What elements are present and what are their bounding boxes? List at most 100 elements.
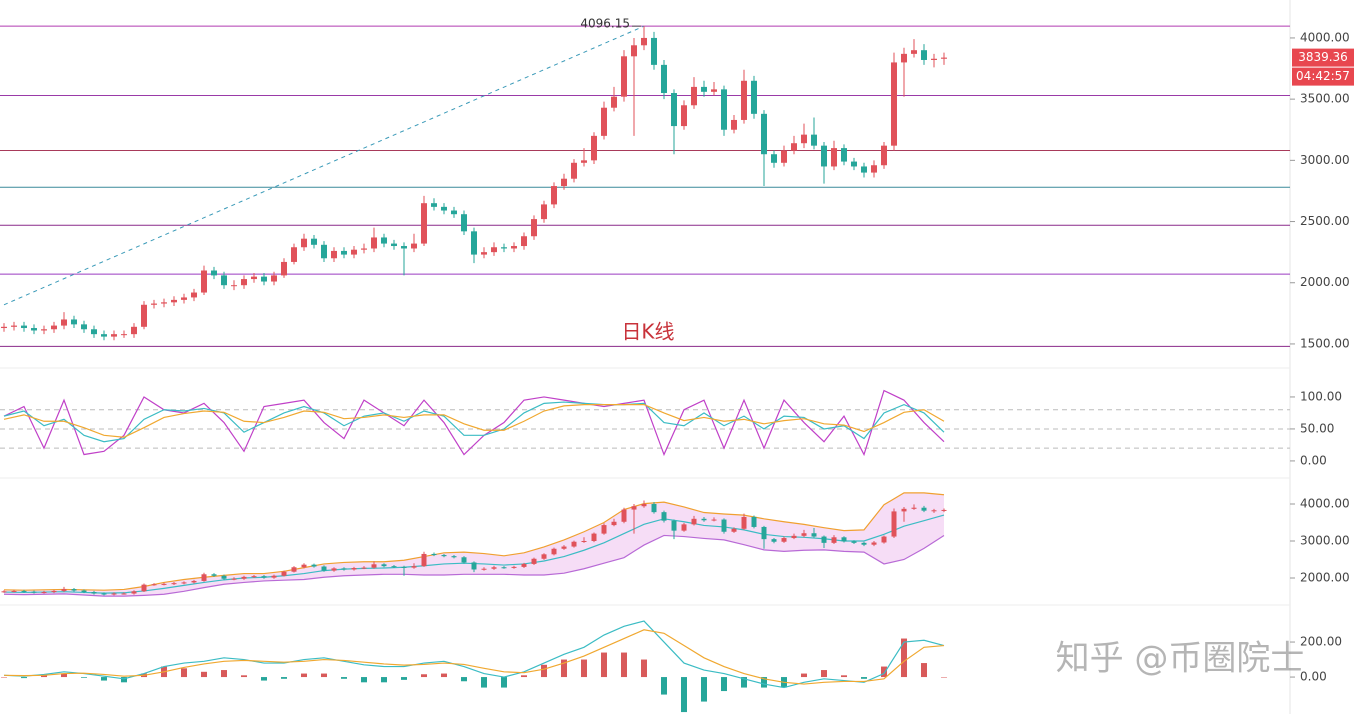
candle-body: [671, 520, 677, 531]
macd-bar: [601, 652, 607, 678]
candle-body: [811, 134, 817, 146]
candle-body: [551, 186, 557, 205]
candle-body: [611, 96, 617, 108]
candle-body: [401, 566, 407, 568]
candle-body: [751, 80, 757, 114]
candle-body: [651, 504, 657, 513]
candle-body: [41, 592, 47, 594]
macd-bar: [361, 677, 367, 683]
candle-body: [561, 546, 567, 549]
candle-body: [431, 553, 437, 556]
indicator-line: [3, 401, 945, 443]
candle-body: [621, 509, 627, 522]
candle-body: [721, 519, 727, 532]
y-tick-label: 100.00: [1300, 389, 1342, 403]
macd-bar: [741, 677, 747, 688]
macd-bar: [521, 675, 527, 678]
candle-body: [911, 507, 917, 509]
candle-body: [271, 575, 277, 578]
candle-body: [881, 536, 887, 543]
candle-body: [121, 334, 127, 336]
candle-body: [121, 593, 127, 595]
candle-body: [281, 261, 287, 276]
candle-body: [941, 509, 947, 511]
candle-body: [731, 528, 737, 532]
candle-body: [231, 578, 237, 580]
candle-body: [561, 178, 567, 187]
candle-body: [851, 161, 857, 167]
candle-body: [661, 64, 667, 94]
candle-body: [321, 244, 327, 259]
candle-body: [541, 554, 547, 559]
candle-body: [611, 521, 617, 526]
candle-body: [841, 537, 847, 542]
last-price-tag: [1292, 48, 1354, 67]
candle-body: [331, 250, 337, 259]
macd-bar: [401, 677, 407, 680]
macd-bar: [661, 677, 667, 695]
macd-bar: [581, 659, 587, 678]
candle-body: [681, 105, 687, 127]
candle-body: [181, 582, 187, 584]
candle-body: [181, 297, 187, 300]
candle-body: [891, 62, 897, 146]
candle-body: [171, 583, 177, 585]
candle-body: [111, 334, 117, 337]
macd-bar: [941, 677, 947, 678]
candle-body: [551, 548, 557, 555]
candle-body: [141, 584, 147, 592]
candle-body: [21, 590, 27, 592]
macd-bar: [321, 673, 327, 678]
candle-body: [511, 566, 517, 568]
last-price-label: 3839.36: [1298, 50, 1348, 64]
candle-body: [31, 591, 37, 593]
candle-body: [381, 237, 387, 244]
candle-body: [301, 564, 307, 568]
candle-body: [481, 568, 487, 570]
candle-body: [681, 524, 687, 531]
candle-body: [421, 203, 427, 244]
candle-body: [71, 589, 77, 591]
candle-body: [701, 518, 707, 521]
candle-body: [821, 536, 827, 543]
candle-body: [631, 45, 637, 57]
candle-body: [841, 148, 847, 162]
candle-body: [491, 247, 497, 253]
candle-body: [101, 593, 107, 595]
macd-bar: [61, 673, 67, 678]
candle-body: [221, 275, 227, 286]
candle-body: [591, 533, 597, 541]
high-label: 4096.15: [580, 17, 630, 31]
candle-body: [371, 237, 377, 249]
candle-body: [871, 542, 877, 545]
candle-body: [111, 593, 117, 595]
y-tick-label: 2500.00: [1300, 214, 1350, 228]
macd-bar: [861, 677, 867, 679]
macd-bar: [81, 677, 87, 678]
candle-body: [891, 511, 897, 537]
candle-body: [61, 589, 67, 591]
candle-body: [261, 276, 267, 282]
candle-body: [911, 50, 917, 54]
candle-body: [661, 512, 667, 521]
indicator-line: [3, 534, 945, 597]
macd-bar: [821, 670, 827, 678]
candle-body: [641, 37, 647, 46]
candle-body: [751, 516, 757, 527]
macd-bar: [41, 675, 47, 678]
candle-body: [431, 203, 437, 207]
macd-bar: [501, 677, 507, 688]
candle-body: [541, 204, 547, 220]
candle-body: [91, 329, 97, 335]
candle-body: [421, 553, 427, 567]
candle-body: [581, 541, 587, 542]
macd-bar: [721, 677, 727, 692]
y-tick-label: 200.00: [1300, 635, 1342, 649]
candle-body: [391, 243, 397, 247]
macd-bar: [241, 675, 247, 678]
macd-bar: [261, 677, 267, 681]
candle-body: [921, 50, 927, 60]
candle-body: [741, 80, 747, 120]
candle-body: [351, 568, 357, 570]
macd-bar: [841, 675, 847, 678]
